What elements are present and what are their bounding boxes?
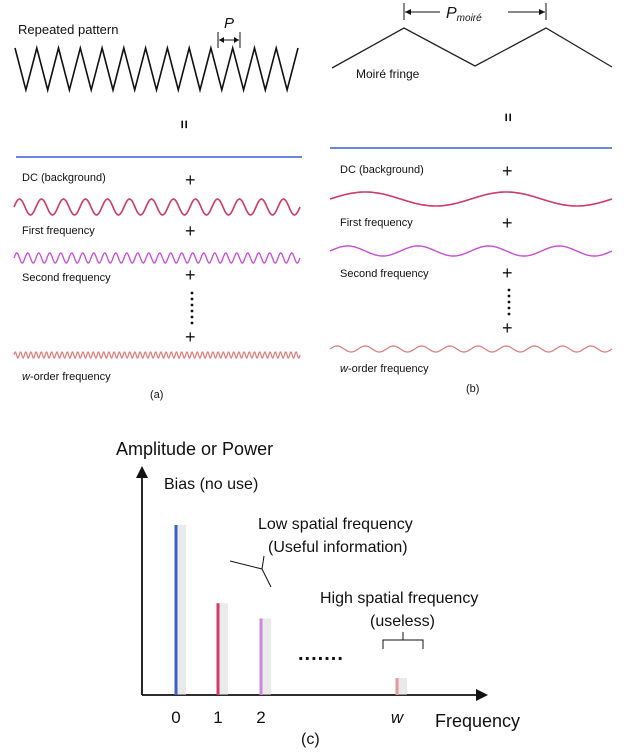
plus-a-2: + (185, 221, 196, 241)
period-label: P (224, 15, 234, 32)
bar-2 (259, 618, 263, 695)
bias-label: Bias (no use) (164, 476, 258, 493)
low-frequency-bracket (229, 555, 272, 588)
bar-shadow-w (398, 678, 407, 695)
dc-label-b: DC (background) (340, 164, 424, 176)
x-axis-label: Frequency (435, 711, 520, 731)
w-order-wave-b (329, 345, 613, 353)
y-axis-arrowhead (136, 466, 148, 478)
moire-fringe-label: Moiré fringe (356, 67, 420, 81)
bar-1 (216, 603, 220, 695)
plus-a-3: + (185, 265, 196, 285)
x-tick-labels: 0 1 2 w (171, 708, 405, 727)
x-axis-arrowhead (476, 689, 488, 701)
plus-b-2: + (502, 213, 513, 233)
low-frequency-label: Low spatial frequency (258, 516, 413, 533)
plus-b-4: + (502, 318, 513, 338)
first-frequency-label-b: First frequency (340, 217, 413, 229)
bar-0 (174, 525, 178, 695)
panel-a: Repeated pattern P = DC (background) + F… (13, 15, 302, 401)
repeated-pattern-zigzag (14, 44, 299, 94)
vertical-dots-b (507, 288, 511, 316)
equals-sign-b: = (499, 113, 516, 122)
moire-period-label: Pmoiré (446, 5, 482, 24)
repeated-pattern-label: Repeated pattern (18, 22, 118, 37)
caption-a: (a) (150, 389, 163, 401)
period-arrowheads (219, 37, 239, 43)
low-frequency-sublabel: (Useful information) (268, 539, 408, 556)
x-tick-0: 0 (171, 708, 180, 727)
vertical-dots-a (190, 291, 194, 325)
plus-b-1: + (502, 161, 513, 181)
high-frequency-bracket (382, 632, 424, 649)
second-frequency-label-b: Second frequency (340, 268, 429, 280)
second-frequency-wave-a (13, 252, 301, 264)
bar-shadow-2 (262, 618, 271, 695)
x-tick-1: 1 (213, 708, 222, 727)
bar-shadow-1 (219, 603, 228, 695)
equals-sign-a: = (175, 120, 192, 129)
first-frequency-wave-b (329, 191, 613, 207)
bar-shadow-0 (177, 525, 186, 695)
w-order-wave-a (13, 351, 301, 359)
panel-c: Amplitude or Power Frequency 0 1 2 w Bias (… (116, 439, 520, 748)
high-frequency-sublabel: (useless) (370, 613, 435, 630)
panel-b: Pmoiré Moiré fringe = DC (background) + … (329, 3, 613, 395)
x-tick-2: 2 (256, 708, 265, 727)
dc-label-a: DC (background) (22, 172, 106, 184)
plus-a-4: + (185, 327, 196, 347)
first-frequency-label-a: First frequency (22, 225, 95, 237)
plus-a-1: + (185, 170, 196, 190)
w-order-label-b: w-order frequency (340, 363, 429, 375)
bar-w (395, 678, 399, 695)
first-frequency-wave-a (13, 198, 301, 216)
x-tick-w: w (391, 708, 405, 727)
ellipsis-dots: ....... (298, 643, 344, 665)
plus-b-3: + (502, 263, 513, 283)
second-frequency-label-a: Second frequency (22, 272, 111, 284)
caption-c: (c) (301, 731, 320, 748)
caption-b: (b) (466, 383, 479, 395)
high-frequency-label: High spatial frequency (320, 590, 478, 607)
second-frequency-wave-b (329, 245, 613, 257)
moire-fringe-line (331, 27, 613, 69)
w-order-label-a: w-order frequency (22, 371, 111, 383)
y-axis-label: Amplitude or Power (116, 439, 273, 459)
spectrum-bars (174, 525, 407, 695)
